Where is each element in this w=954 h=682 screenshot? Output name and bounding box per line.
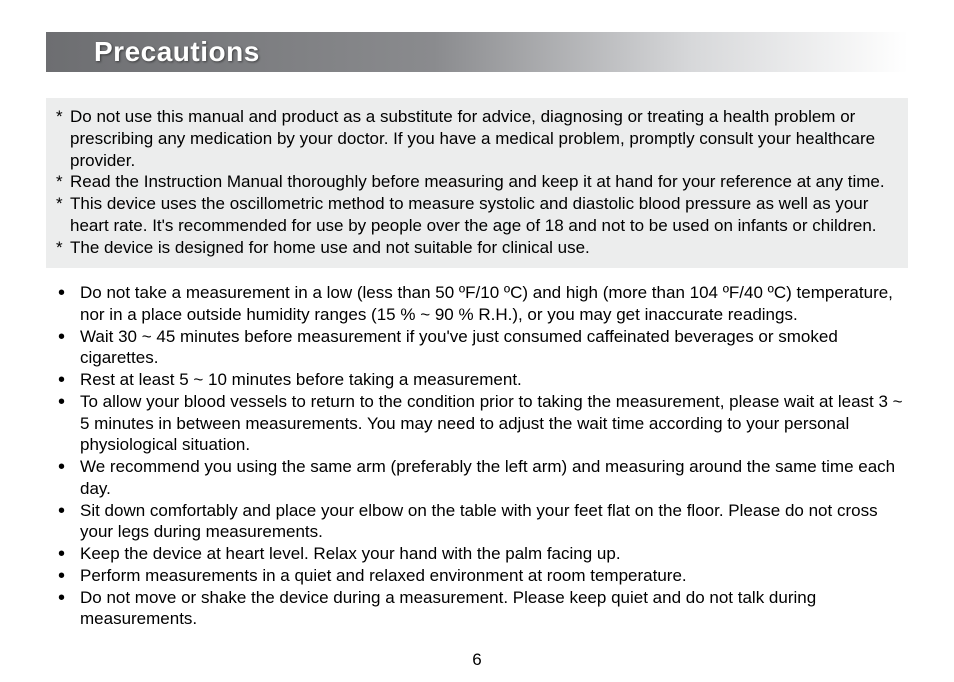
bullet-icon bbox=[56, 326, 80, 370]
bullet-item: We recommend you using the same arm (pre… bbox=[56, 456, 906, 500]
bullet-item: Do not move or shake the device during a… bbox=[56, 587, 906, 631]
bullet-text: Wait 30 ~ 45 minutes before measurement … bbox=[80, 326, 906, 370]
asterisk-icon: * bbox=[56, 106, 70, 171]
bullet-item: Perform measurements in a quiet and rela… bbox=[56, 565, 906, 587]
bullet-text: Keep the device at heart level. Relax yo… bbox=[80, 543, 906, 565]
bullet-icon bbox=[56, 587, 80, 631]
bullet-text: Do not take a measurement in a low (less… bbox=[80, 282, 906, 326]
bullet-icon bbox=[56, 456, 80, 500]
bullet-item: To allow your blood vessels to return to… bbox=[56, 391, 906, 456]
notice-text: Do not use this manual and product as a … bbox=[70, 106, 898, 171]
bullet-item: Sit down comfortably and place your elbo… bbox=[56, 500, 906, 544]
manual-page: Precautions * Do not use this manual and… bbox=[0, 0, 954, 682]
asterisk-icon: * bbox=[56, 193, 70, 237]
bullet-list: Do not take a measurement in a low (less… bbox=[56, 282, 906, 630]
bullet-text: Sit down comfortably and place your elbo… bbox=[80, 500, 906, 544]
bullet-text: Perform measurements in a quiet and rela… bbox=[80, 565, 906, 587]
page-number: 6 bbox=[0, 650, 954, 670]
asterisk-icon: * bbox=[56, 237, 70, 259]
bullet-icon bbox=[56, 565, 80, 587]
bullet-text: Rest at least 5 ~ 10 minutes before taki… bbox=[80, 369, 906, 391]
bullet-icon bbox=[56, 500, 80, 544]
section-header-bar: Precautions bbox=[46, 32, 908, 72]
bullet-icon bbox=[56, 369, 80, 391]
notice-text: This device uses the oscillometric metho… bbox=[70, 193, 898, 237]
bullet-item: Keep the device at heart level. Relax yo… bbox=[56, 543, 906, 565]
section-title: Precautions bbox=[46, 36, 260, 68]
bullet-icon bbox=[56, 391, 80, 456]
notice-item: * Do not use this manual and product as … bbox=[56, 106, 898, 171]
notice-box: * Do not use this manual and product as … bbox=[46, 98, 908, 268]
bullet-icon bbox=[56, 282, 80, 326]
notice-item: * This device uses the oscillometric met… bbox=[56, 193, 898, 237]
asterisk-icon: * bbox=[56, 171, 70, 193]
bullet-item: Do not take a measurement in a low (less… bbox=[56, 282, 906, 326]
bullet-item: Rest at least 5 ~ 10 minutes before taki… bbox=[56, 369, 906, 391]
bullet-text: We recommend you using the same arm (pre… bbox=[80, 456, 906, 500]
notice-item: * The device is designed for home use an… bbox=[56, 237, 898, 259]
bullet-icon bbox=[56, 543, 80, 565]
notice-item: * Read the Instruction Manual thoroughly… bbox=[56, 171, 898, 193]
notice-text: Read the Instruction Manual thoroughly b… bbox=[70, 171, 898, 193]
notice-text: The device is designed for home use and … bbox=[70, 237, 898, 259]
bullet-text: Do not move or shake the device during a… bbox=[80, 587, 906, 631]
bullet-item: Wait 30 ~ 45 minutes before measurement … bbox=[56, 326, 906, 370]
bullet-text: To allow your blood vessels to return to… bbox=[80, 391, 906, 456]
